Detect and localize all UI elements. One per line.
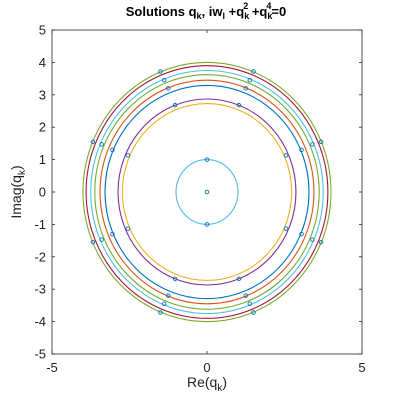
solution-point	[172, 102, 178, 108]
solution-point	[236, 102, 242, 108]
solution-point	[161, 77, 167, 83]
solution-point	[172, 276, 178, 282]
solution-point	[247, 77, 253, 83]
x-tick-label: 5	[358, 360, 365, 375]
y-tick-label: 5	[39, 23, 46, 38]
solution-point	[251, 69, 256, 74]
solution-point	[283, 226, 289, 231]
solution-point	[165, 86, 171, 91]
solution-point	[310, 142, 315, 147]
solution-point	[318, 239, 324, 245]
solution-circle	[104, 84, 310, 300]
solution-circle	[117, 98, 297, 286]
y-tick-label: -5	[34, 347, 46, 362]
axis-ticks: -5 0 5 5 4 3 2 1 0 -1 -2 -3 -4 -5	[34, 23, 365, 376]
solution-point	[204, 157, 210, 162]
solution-point	[299, 231, 304, 237]
y-tick-label: 4	[39, 55, 46, 70]
solution-point	[204, 189, 210, 195]
solution-point	[161, 301, 167, 307]
y-tick-label: 0	[39, 185, 46, 200]
solution-point	[283, 153, 289, 158]
solution-point	[204, 222, 210, 227]
solution-point	[243, 86, 248, 91]
plot-frame	[51, 29, 363, 355]
solution-point	[99, 237, 104, 242]
x-axis-label: Re(qk)	[187, 374, 227, 394]
solution-point	[310, 237, 315, 242]
y-tick-label: -2	[34, 249, 46, 264]
solution-point	[299, 147, 304, 153]
y-tick-label: 3	[39, 87, 46, 102]
solution-point	[90, 139, 96, 145]
solution-point	[236, 276, 242, 282]
x-tick-label: -5	[46, 360, 58, 375]
solution-circle	[99, 79, 315, 305]
solution-point	[90, 239, 96, 245]
solution-point	[99, 142, 104, 147]
solution-point	[125, 226, 131, 231]
solution-point	[243, 293, 248, 298]
y-tick-label: -1	[34, 217, 46, 232]
y-axis-label: Imag(qk)	[8, 165, 28, 218]
solution-point	[165, 293, 171, 298]
solution-circle	[121, 102, 293, 282]
solution-circle	[85, 65, 329, 319]
solution-point	[158, 69, 163, 74]
solution-point	[247, 301, 253, 307]
solution-points	[90, 69, 324, 315]
solution-point	[158, 310, 163, 315]
y-tick-label: -4	[34, 314, 46, 329]
solution-point	[110, 231, 115, 237]
solution-circle	[90, 69, 324, 315]
solution-circles	[82, 61, 332, 323]
x-tick-label: 0	[203, 360, 210, 375]
solution-circle	[94, 74, 320, 310]
solution-circle	[82, 61, 332, 323]
solution-circle	[175, 159, 239, 225]
solution-point	[318, 139, 324, 145]
chart-title: Solutions qk, iwl +qk2 +qk4=0	[126, 1, 286, 21]
chart-title-text: Solutions qk, iwl +qk2 +qk4=0	[126, 1, 286, 21]
y-tick-label: -3	[34, 282, 46, 297]
y-tick-label: 1	[39, 152, 46, 167]
y-tick-label: 2	[39, 120, 46, 135]
solution-point	[125, 153, 131, 158]
solution-point	[110, 147, 115, 153]
solution-point	[251, 310, 256, 315]
